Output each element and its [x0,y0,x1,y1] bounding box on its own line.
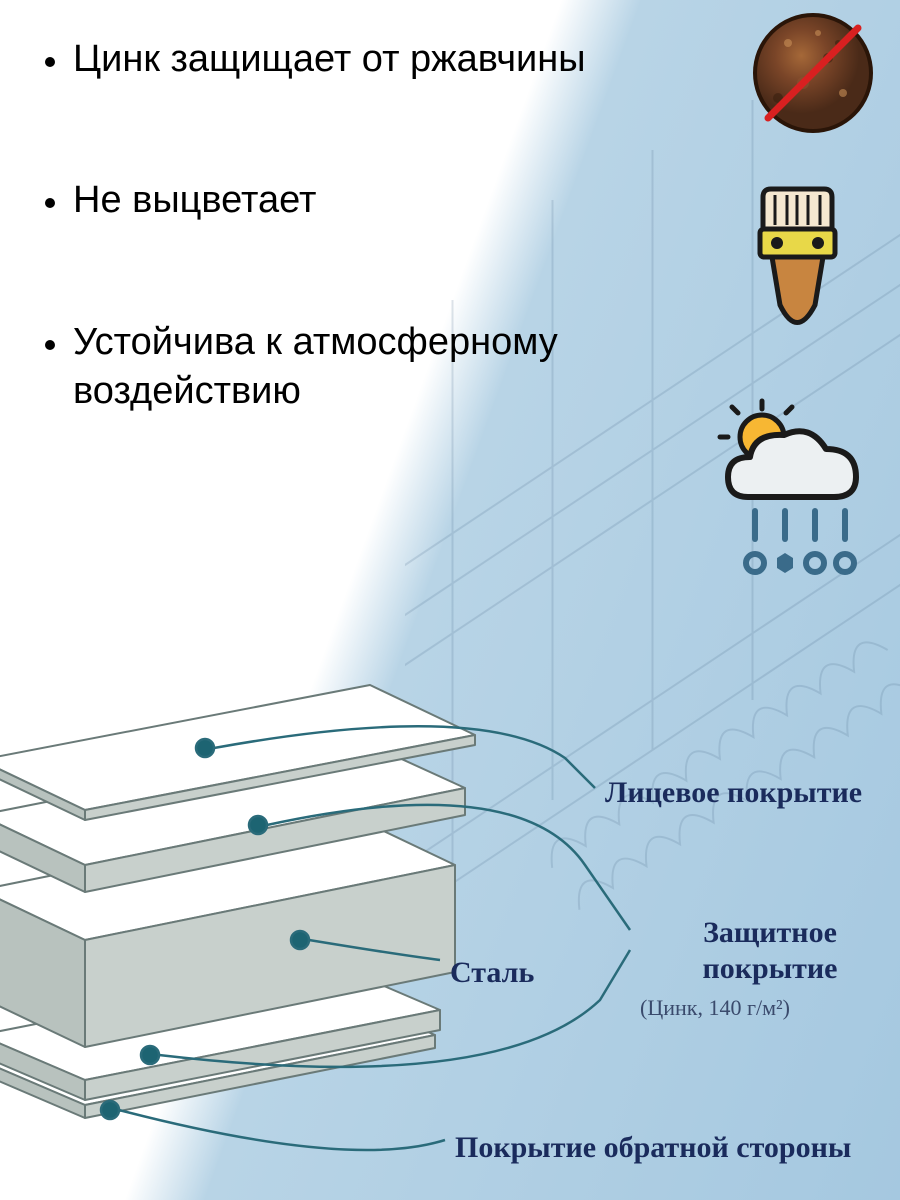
no-rust-icon [748,8,878,138]
label-steel: Сталь [450,955,534,991]
bullet-text: Цинк защищает от ржавчины [73,35,586,84]
label-face-coating: Лицевое покрытие [605,775,862,811]
bullet-item: Не выцветает [45,176,605,225]
label-back-text: Покрытие обратной стороны [455,1131,851,1164]
bullet-list: Цинк защищает от ржавчины Не выцветает У… [45,35,605,509]
bullet-text: Устойчива к атмосферному воздействию [73,318,605,417]
bullet-dot-icon [45,57,55,67]
label-protective-coating: Защитное покрытие [640,915,900,987]
bullet-item: Устойчива к атмосферному воздействию [45,318,605,417]
bullet-dot-icon [45,340,55,350]
bullet-dot-icon [45,198,55,208]
bullet-item: Цинк защищает от ржавчины [45,35,605,84]
weather-icon [700,395,870,585]
paint-brush-icon [745,185,850,340]
label-protective-sub: (Цинк, 140 г/м²) [640,995,790,1021]
bullet-text: Не выцветает [73,176,316,225]
label-protective-text: Защитное покрытие [702,916,837,985]
label-back-coating: Покрытие обратной стороны [455,1130,851,1166]
